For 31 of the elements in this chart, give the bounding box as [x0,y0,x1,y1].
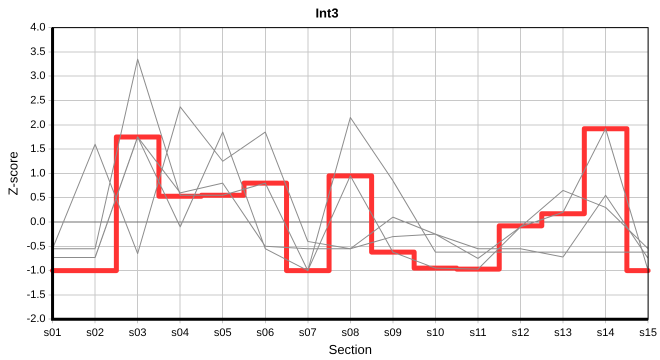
y-tick-label: 3.5 [30,46,46,58]
x-tick-label: s02 [86,326,104,339]
y-tick-label: 1.5 [30,143,46,156]
y-tick-label: 1.0 [30,167,46,180]
x-tick-label: s10 [426,326,444,339]
x-tick-label: s05 [214,326,232,339]
y-axis-title: Z-score [5,151,20,196]
y-tick-label: 3.0 [30,70,46,82]
y-tick-label: 0.0 [30,216,46,228]
x-tick-label: s15 [639,326,658,339]
x-tick-label: s11 [470,326,486,339]
y-tick-label: 0.5 [30,192,46,204]
x-tick-label: s12 [512,326,530,339]
y-tick-label: -1.5 [26,288,46,301]
x-tick-label: s14 [596,326,614,339]
x-tick-label: s08 [341,326,360,339]
x-tick-label: s01 [44,326,62,339]
x-tick-label: s06 [256,326,274,339]
x-tick-label: s04 [171,326,190,339]
y-tick-label: -0.5 [26,240,46,252]
y-tick-label: 4.0 [30,22,46,34]
y-tick-label: 2.0 [30,118,46,131]
y-tick-label: -2.0 [26,313,46,326]
x-tick-label: s13 [554,326,572,339]
x-axis-title: Section [328,342,372,357]
y-tick-label: 2.5 [30,94,46,107]
x-tick-label: s03 [128,326,147,339]
chart-title: Int3 [315,5,339,20]
y-tick-label: -1.0 [26,264,46,277]
x-tick-label: s07 [298,326,317,339]
x-tick-label: s09 [384,326,402,339]
